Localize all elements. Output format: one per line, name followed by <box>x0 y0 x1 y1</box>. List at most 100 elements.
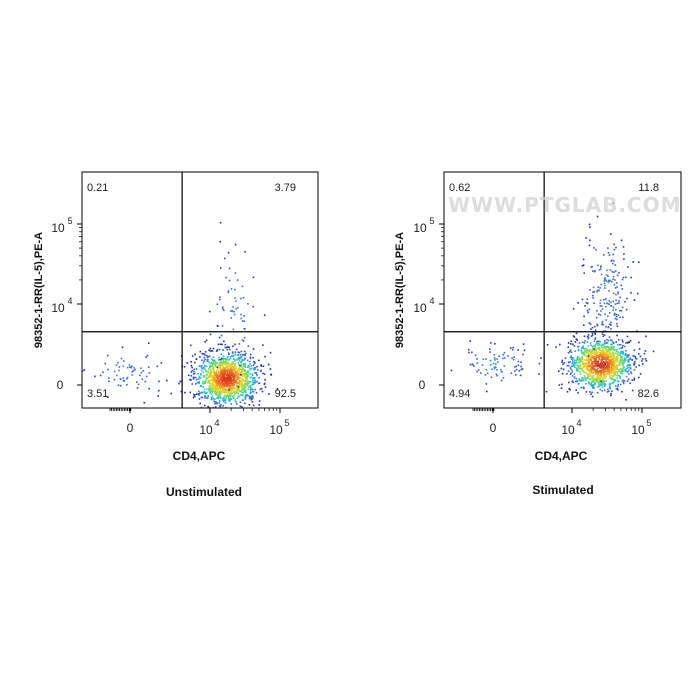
data-point <box>605 274 608 276</box>
data-point <box>229 399 231 402</box>
data-point <box>208 361 210 363</box>
data-point <box>238 363 240 366</box>
data-point <box>146 354 149 357</box>
data-point <box>608 290 610 292</box>
data-point <box>611 377 613 379</box>
data-point <box>609 363 611 365</box>
data-point <box>242 297 245 299</box>
data-point <box>208 390 210 392</box>
data-point <box>580 360 583 362</box>
data-point <box>586 335 589 338</box>
data-point <box>226 371 229 374</box>
data-point <box>577 362 580 364</box>
data-point <box>226 384 229 387</box>
data-point <box>232 363 234 365</box>
data-point <box>599 287 601 289</box>
data-point <box>218 393 220 396</box>
data-point <box>205 370 208 373</box>
data-point <box>597 364 599 366</box>
data-point <box>575 332 578 335</box>
data-point <box>572 360 574 363</box>
data-point <box>614 367 616 370</box>
data-point <box>629 358 632 360</box>
data-point <box>118 369 120 372</box>
data-point <box>617 385 619 387</box>
data-point <box>573 373 576 375</box>
data-point <box>616 380 619 382</box>
x-tick-label: 0 <box>490 421 497 435</box>
data-point <box>244 365 246 367</box>
data-point <box>602 343 604 345</box>
data-point <box>614 368 616 371</box>
data-point <box>569 356 572 359</box>
data-point <box>232 355 235 357</box>
data-point <box>580 378 583 381</box>
data-point <box>591 265 593 268</box>
data-point <box>210 379 213 381</box>
data-point <box>624 301 626 303</box>
data-point <box>598 385 601 387</box>
data-point <box>211 389 214 392</box>
data-point <box>248 404 251 406</box>
data-point <box>208 385 211 387</box>
data-point <box>612 309 614 311</box>
data-point <box>603 350 606 353</box>
data-point <box>594 269 596 272</box>
data-point <box>134 368 136 371</box>
data-point <box>218 336 221 339</box>
data-point <box>601 353 603 356</box>
data-point <box>235 372 237 374</box>
data-point <box>249 387 252 390</box>
data-point <box>221 306 224 308</box>
data-point <box>191 383 193 385</box>
data-point <box>591 347 594 349</box>
data-point <box>575 359 578 361</box>
data-point <box>133 366 135 369</box>
data-point <box>218 402 220 404</box>
data-point <box>107 368 109 371</box>
data-point <box>618 339 620 341</box>
data-point <box>242 374 244 377</box>
y-tick-label: 0 <box>419 378 426 392</box>
data-point <box>582 347 584 349</box>
data-point <box>192 396 195 399</box>
data-point <box>473 365 475 367</box>
data-point <box>220 334 223 337</box>
data-point <box>593 383 595 386</box>
data-point <box>601 323 603 326</box>
data-point <box>558 370 560 372</box>
data-point <box>198 382 200 385</box>
data-point <box>613 361 616 363</box>
data-point <box>582 379 584 382</box>
data-point <box>119 384 122 387</box>
data-point <box>570 365 573 368</box>
data-point <box>220 267 222 269</box>
data-point <box>579 379 581 382</box>
data-point <box>226 369 228 371</box>
data-point <box>215 385 218 387</box>
data-point <box>645 360 648 362</box>
data-point <box>256 380 258 383</box>
data-point <box>588 361 590 364</box>
data-point <box>601 366 603 369</box>
data-point <box>116 374 118 377</box>
data-point <box>490 342 492 344</box>
data-point <box>194 361 196 364</box>
data-point <box>262 344 264 346</box>
data-point <box>477 369 480 371</box>
data-point <box>139 374 141 377</box>
data-point <box>136 387 139 389</box>
data-point <box>246 383 249 386</box>
data-point <box>222 399 224 401</box>
data-point <box>628 358 630 361</box>
data-point <box>204 351 207 353</box>
data-point <box>616 371 619 374</box>
data-point <box>610 324 612 326</box>
y-tick-exponent: 4 <box>429 296 434 306</box>
data-point <box>237 375 240 378</box>
data-point <box>247 370 250 372</box>
data-point <box>580 368 582 370</box>
data-point <box>244 411 246 413</box>
data-point <box>610 339 612 341</box>
data-point <box>616 387 619 390</box>
